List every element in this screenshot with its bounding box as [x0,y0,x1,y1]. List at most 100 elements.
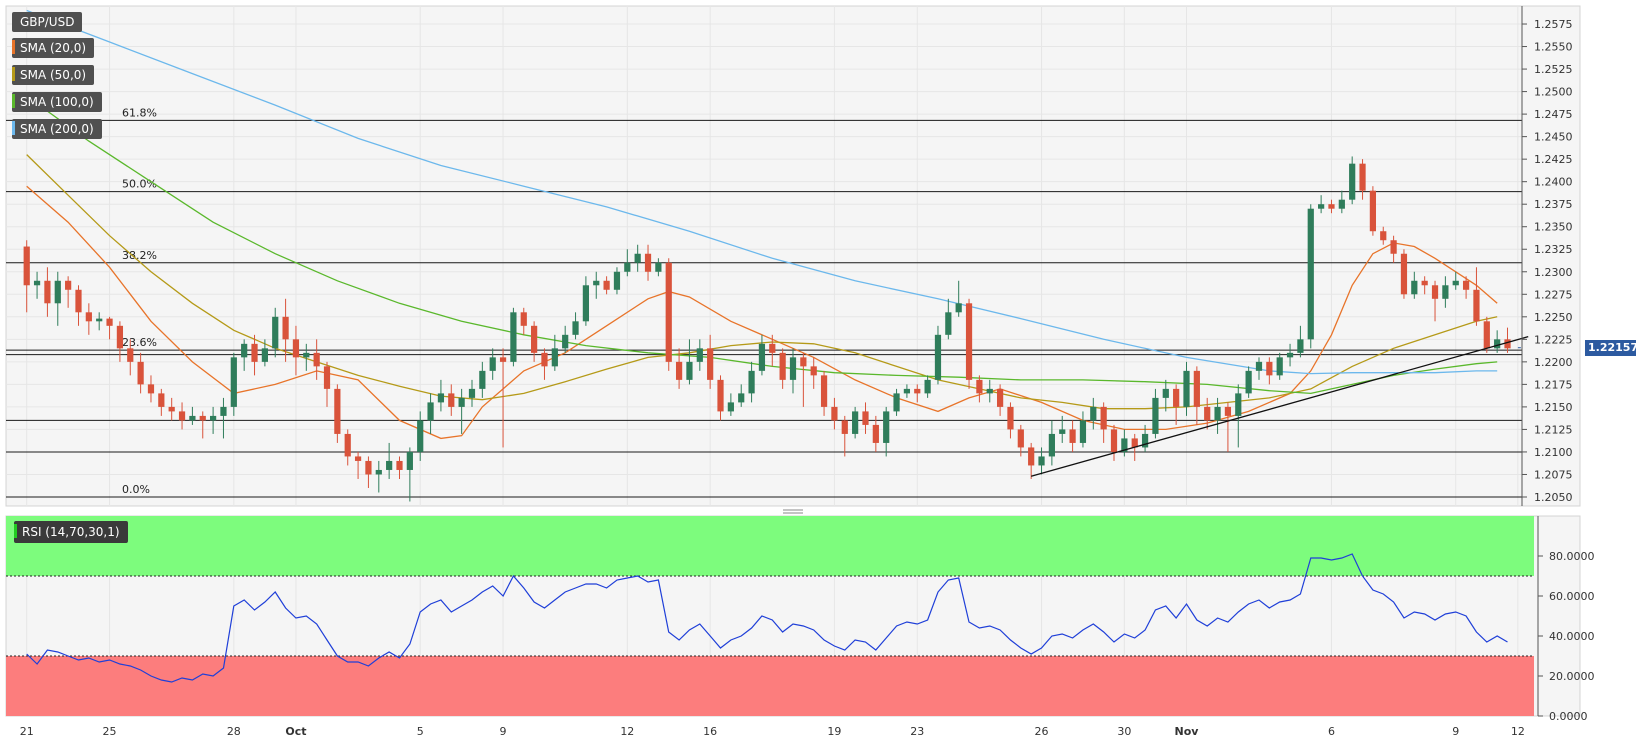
candle-body [893,393,900,412]
price-tick-label: 1.2325 [1534,243,1573,256]
panel-resize-handle[interactable] [783,509,803,514]
sma-line [26,95,1498,395]
sma-200-label: SMA (200,0) [20,122,94,136]
rsi-swatch [14,524,17,538]
candle-body [789,357,797,380]
oversold-zone [6,656,1534,716]
price-tick-label: 1.2375 [1534,198,1573,211]
candle-body [1193,370,1200,407]
sma-line [26,185,1498,440]
candle-body [551,348,558,367]
candle-body [468,388,476,398]
candle-body [748,370,755,394]
candle-body [1173,388,1180,407]
candle-body [562,334,569,349]
time-tick-label: 9 [500,725,507,738]
candle-body [127,348,134,362]
sma-200-button[interactable]: SMA (200,0) [12,119,102,139]
candle-body [675,361,683,380]
price-tick-label: 1.2250 [1534,311,1573,324]
price-tick-label: 1.2525 [1534,63,1573,76]
candle-body [1245,370,1252,394]
candle-body [137,361,144,385]
candle-body [106,318,113,326]
rsi-button[interactable]: RSI (14,70,30,1) [14,521,128,543]
candle-body [1483,321,1490,349]
candle-body [189,415,196,421]
sma-100-button[interactable]: SMA (100,0) [12,92,102,112]
sma-20-button[interactable]: SMA (20,0) [12,38,95,58]
candle-body [717,379,724,412]
candle-body [965,303,973,380]
price-tick-label: 1.2125 [1534,423,1573,436]
time-axis: 21 25 28 Oct 5 9 12 16 19 23 26 30 Nov 6 9 12 [20,725,1525,738]
candle-body [1473,289,1480,322]
candle-body [510,312,517,362]
rsi-label: RSI (14,70,30,1) [22,525,120,539]
candle-body [665,262,672,362]
fib-label: 38.2% [122,249,157,262]
price-tick-label: 1.2400 [1534,176,1573,189]
symbol-button[interactable]: GBP/USD [12,12,83,32]
candle-body [178,411,186,421]
candle-body [582,285,590,322]
candle-body [1152,397,1159,434]
candle-body [1359,163,1366,191]
candle-body [1017,429,1024,448]
candle-body [230,357,237,407]
candle-body [396,460,403,470]
fib-label: 50.0% [122,178,157,191]
price-tick-label: 1.2150 [1534,401,1573,414]
price-tick-label: 1.2075 [1534,468,1573,481]
fib-label: 61.8% [122,106,157,119]
time-tick-label: 21 [20,725,34,738]
trendline-segment [1030,336,1529,477]
candle-body [686,361,693,380]
candle-body [427,402,434,421]
candle-body [1452,280,1459,286]
price-tick-label: 1.2175 [1534,378,1573,391]
candle-body [437,393,445,403]
candle-body [644,253,652,272]
candle-body [1162,388,1169,398]
candle-body [800,357,807,367]
candle-body [934,334,942,380]
fib-label: 23.6% [122,336,157,349]
candle-body [1421,280,1428,286]
time-tick-label: 9 [1452,725,1459,738]
candle-body [779,352,786,380]
candle-body [1131,438,1138,448]
candle-body [1069,429,1076,443]
candle-body [292,339,300,358]
candle-body [852,411,859,434]
candle-body [1431,285,1439,299]
sma-100-swatch [12,94,15,108]
candle-body [634,253,641,263]
candle-body [841,420,848,434]
candle-body [85,312,92,322]
candle-body [1183,370,1190,407]
rsi-tick-label: 40.0000 [1549,630,1595,643]
candle-body [1380,231,1387,241]
sma-50-swatch [12,67,15,81]
candle-body [1214,406,1221,421]
candle-body [23,246,30,286]
candle-body [1028,447,1035,466]
candle-body [116,325,124,349]
candle-body [1442,285,1449,299]
sma-50-button[interactable]: SMA (50,0) [12,65,95,85]
candle-body [261,348,268,362]
candle-body [996,388,1004,407]
time-tick-label: 12 [1511,725,1525,738]
candle-body [334,388,341,434]
candle-body [955,303,962,313]
candle-body [448,393,455,407]
time-tick-label: 23 [910,725,924,738]
candle-body [1007,406,1014,430]
price-tick-label: 1.2500 [1534,86,1573,99]
candle-body [303,352,310,358]
price-tick-label: 1.2350 [1534,221,1573,234]
time-tick-label: 19 [827,725,841,738]
candle-body [531,325,538,353]
